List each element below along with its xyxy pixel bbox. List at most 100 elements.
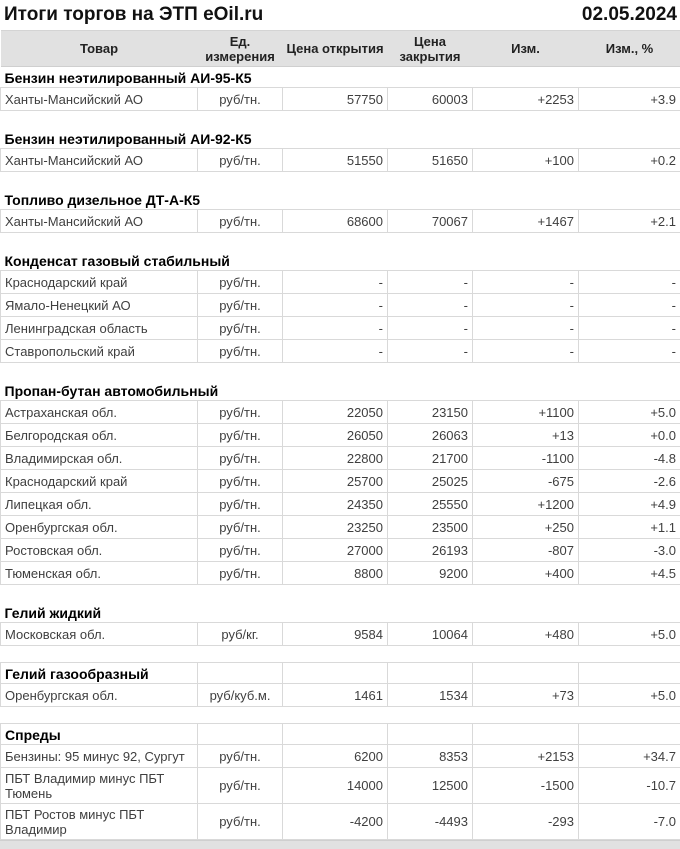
open-price-cell: 57750 — [282, 87, 388, 111]
section-title: Бензин неэтилированный АИ-95-К5 — [4, 70, 252, 86]
data-row: Белгородская обл. руб/тн. 26050 26063 +13 +0.… — [0, 423, 680, 447]
unit-cell: руб/тн. — [197, 423, 283, 447]
spacer-cell — [1, 233, 680, 250]
unit-cell: руб/тн. — [197, 293, 283, 317]
product-cell: Краснодарский край — [0, 469, 198, 493]
data-row: Бензины: 95 минус 92, Сургут руб/тн. 6200 8… — [0, 744, 680, 768]
empty-cell — [472, 662, 579, 684]
open-price-cell: 14000 — [282, 767, 388, 804]
section-header-row: Спреды — [0, 723, 680, 745]
product-cell: Оренбургская обл. — [0, 683, 198, 707]
unit-cell: руб/тн. — [197, 316, 283, 340]
empty-cell — [282, 723, 388, 745]
close-price-cell: 26063 — [387, 423, 473, 447]
unit-cell: руб/тн. — [197, 339, 283, 363]
section-header-row: Топливо дизельное ДТ-А-К5 — [1, 189, 680, 210]
data-row: Тюменская обл. руб/тн. 8800 9200 +400 +4.5 — [0, 561, 680, 585]
section-header-row: Гелий газообразный — [0, 662, 680, 684]
change-cell: +2153 — [472, 744, 579, 768]
section-title: Спреды — [0, 723, 198, 745]
unit-cell: руб/кг. — [197, 622, 283, 646]
section-spacer-row — [1, 233, 680, 250]
change-pct-cell: +0.0 — [578, 423, 680, 447]
unit-cell: руб/тн. — [197, 469, 283, 493]
section-title: Бензин неэтилированный АИ-92-К5 — [4, 131, 252, 147]
change-cell: -807 — [472, 538, 579, 562]
empty-cell — [197, 723, 283, 745]
change-cell: +1200 — [472, 492, 579, 516]
close-price-cell: 12500 — [387, 767, 473, 804]
product-cell: Астраханская обл. — [0, 400, 198, 424]
change-pct-cell: -7.0 — [578, 803, 680, 840]
section-title: Гелий газообразный — [0, 662, 198, 684]
report-date: 02.05.2024 — [581, 4, 677, 25]
close-price-cell: 23500 — [387, 515, 473, 539]
spacer-cell — [1, 363, 680, 380]
product-cell: Оренбургская обл. — [0, 515, 198, 539]
open-price-cell: 25700 — [282, 469, 388, 493]
empty-cell — [578, 723, 680, 745]
unit-cell: руб/тн. — [197, 538, 283, 562]
section-title: Конденсат газовый стабильный — [4, 253, 230, 269]
section-spacer-row — [1, 585, 680, 602]
open-price-cell: - — [282, 339, 388, 363]
data-row: Ханты-Мансийский АО руб/тн. 68600 70067 +146… — [0, 209, 680, 233]
table-header: Товар Ед. измерения Цена открытия Цена з… — [0, 30, 680, 67]
open-price-cell: 22050 — [282, 400, 388, 424]
unit-cell: руб/тн. — [197, 148, 283, 172]
data-row: Московская обл. руб/кг. 9584 10064 +480 +5.0 — [0, 622, 680, 646]
close-price-cell: 1534 — [387, 683, 473, 707]
change-cell: - — [472, 339, 579, 363]
change-cell: +1100 — [472, 400, 579, 424]
change-cell: +480 — [472, 622, 579, 646]
change-cell: +1467 — [472, 209, 579, 233]
results-table: Товар Ед. измерения Цена открытия Цена з… — [0, 30, 680, 840]
close-price-cell: - — [387, 339, 473, 363]
unit-cell: руб/тн. — [197, 209, 283, 233]
footer-strip — [0, 840, 680, 849]
data-row: ПБТ Владимир минус ПБТ Тюмень руб/тн. 1400… — [0, 767, 680, 804]
open-price-cell: 22800 — [282, 446, 388, 470]
change-pct-cell: -10.7 — [578, 767, 680, 804]
product-cell: Белгородская обл. — [0, 423, 198, 447]
spacer-cell — [1, 111, 680, 128]
empty-cell — [387, 662, 473, 684]
product-cell: Ростовская обл. — [0, 538, 198, 562]
change-pct-cell: +0.2 — [578, 148, 680, 172]
product-cell: ПБТ Владимир минус ПБТ Тюмень — [0, 767, 198, 804]
spacer-cell — [1, 707, 680, 724]
open-price-cell: -4200 — [282, 803, 388, 840]
open-price-cell: 51550 — [282, 148, 388, 172]
close-price-cell: - — [387, 270, 473, 294]
change-pct-cell: +5.0 — [578, 622, 680, 646]
data-row: Краснодарский край руб/тн. - - - - — [0, 270, 680, 294]
column-header-product: Товар — [0, 30, 198, 67]
spacer-cell — [1, 172, 680, 189]
close-price-cell: -4493 — [387, 803, 473, 840]
close-price-cell: 10064 — [387, 622, 473, 646]
change-pct-cell: -3.0 — [578, 538, 680, 562]
close-price-cell: 70067 — [387, 209, 473, 233]
empty-cell — [282, 662, 388, 684]
open-price-cell: 26050 — [282, 423, 388, 447]
change-cell: - — [472, 270, 579, 294]
change-cell: +100 — [472, 148, 579, 172]
unit-cell: руб/тн. — [197, 492, 283, 516]
product-cell: Ставропольский край — [0, 339, 198, 363]
product-cell: Липецкая обл. — [0, 492, 198, 516]
section-spacer-row — [1, 111, 680, 128]
unit-cell: руб/тн. — [197, 767, 283, 804]
unit-cell: руб/тн. — [197, 803, 283, 840]
data-row: Ямало-Ненецкий АО руб/тн. - - - - — [0, 293, 680, 317]
unit-cell: руб/куб.м. — [197, 683, 283, 707]
change-cell: +250 — [472, 515, 579, 539]
section-title: Пропан-бутан автомобильный — [4, 383, 219, 399]
data-row: ПБТ Ростов минус ПБТ Владимир руб/тн. -420… — [0, 803, 680, 840]
product-cell: Владимирская обл. — [0, 446, 198, 470]
data-row: Ханты-Мансийский АО руб/тн. 51550 51650 +100… — [0, 148, 680, 172]
product-cell: Ямало-Ненецкий АО — [0, 293, 198, 317]
close-price-cell: 26193 — [387, 538, 473, 562]
close-price-cell: 23150 — [387, 400, 473, 424]
column-header-change-pct: Изм., % — [578, 30, 680, 67]
change-cell: +400 — [472, 561, 579, 585]
